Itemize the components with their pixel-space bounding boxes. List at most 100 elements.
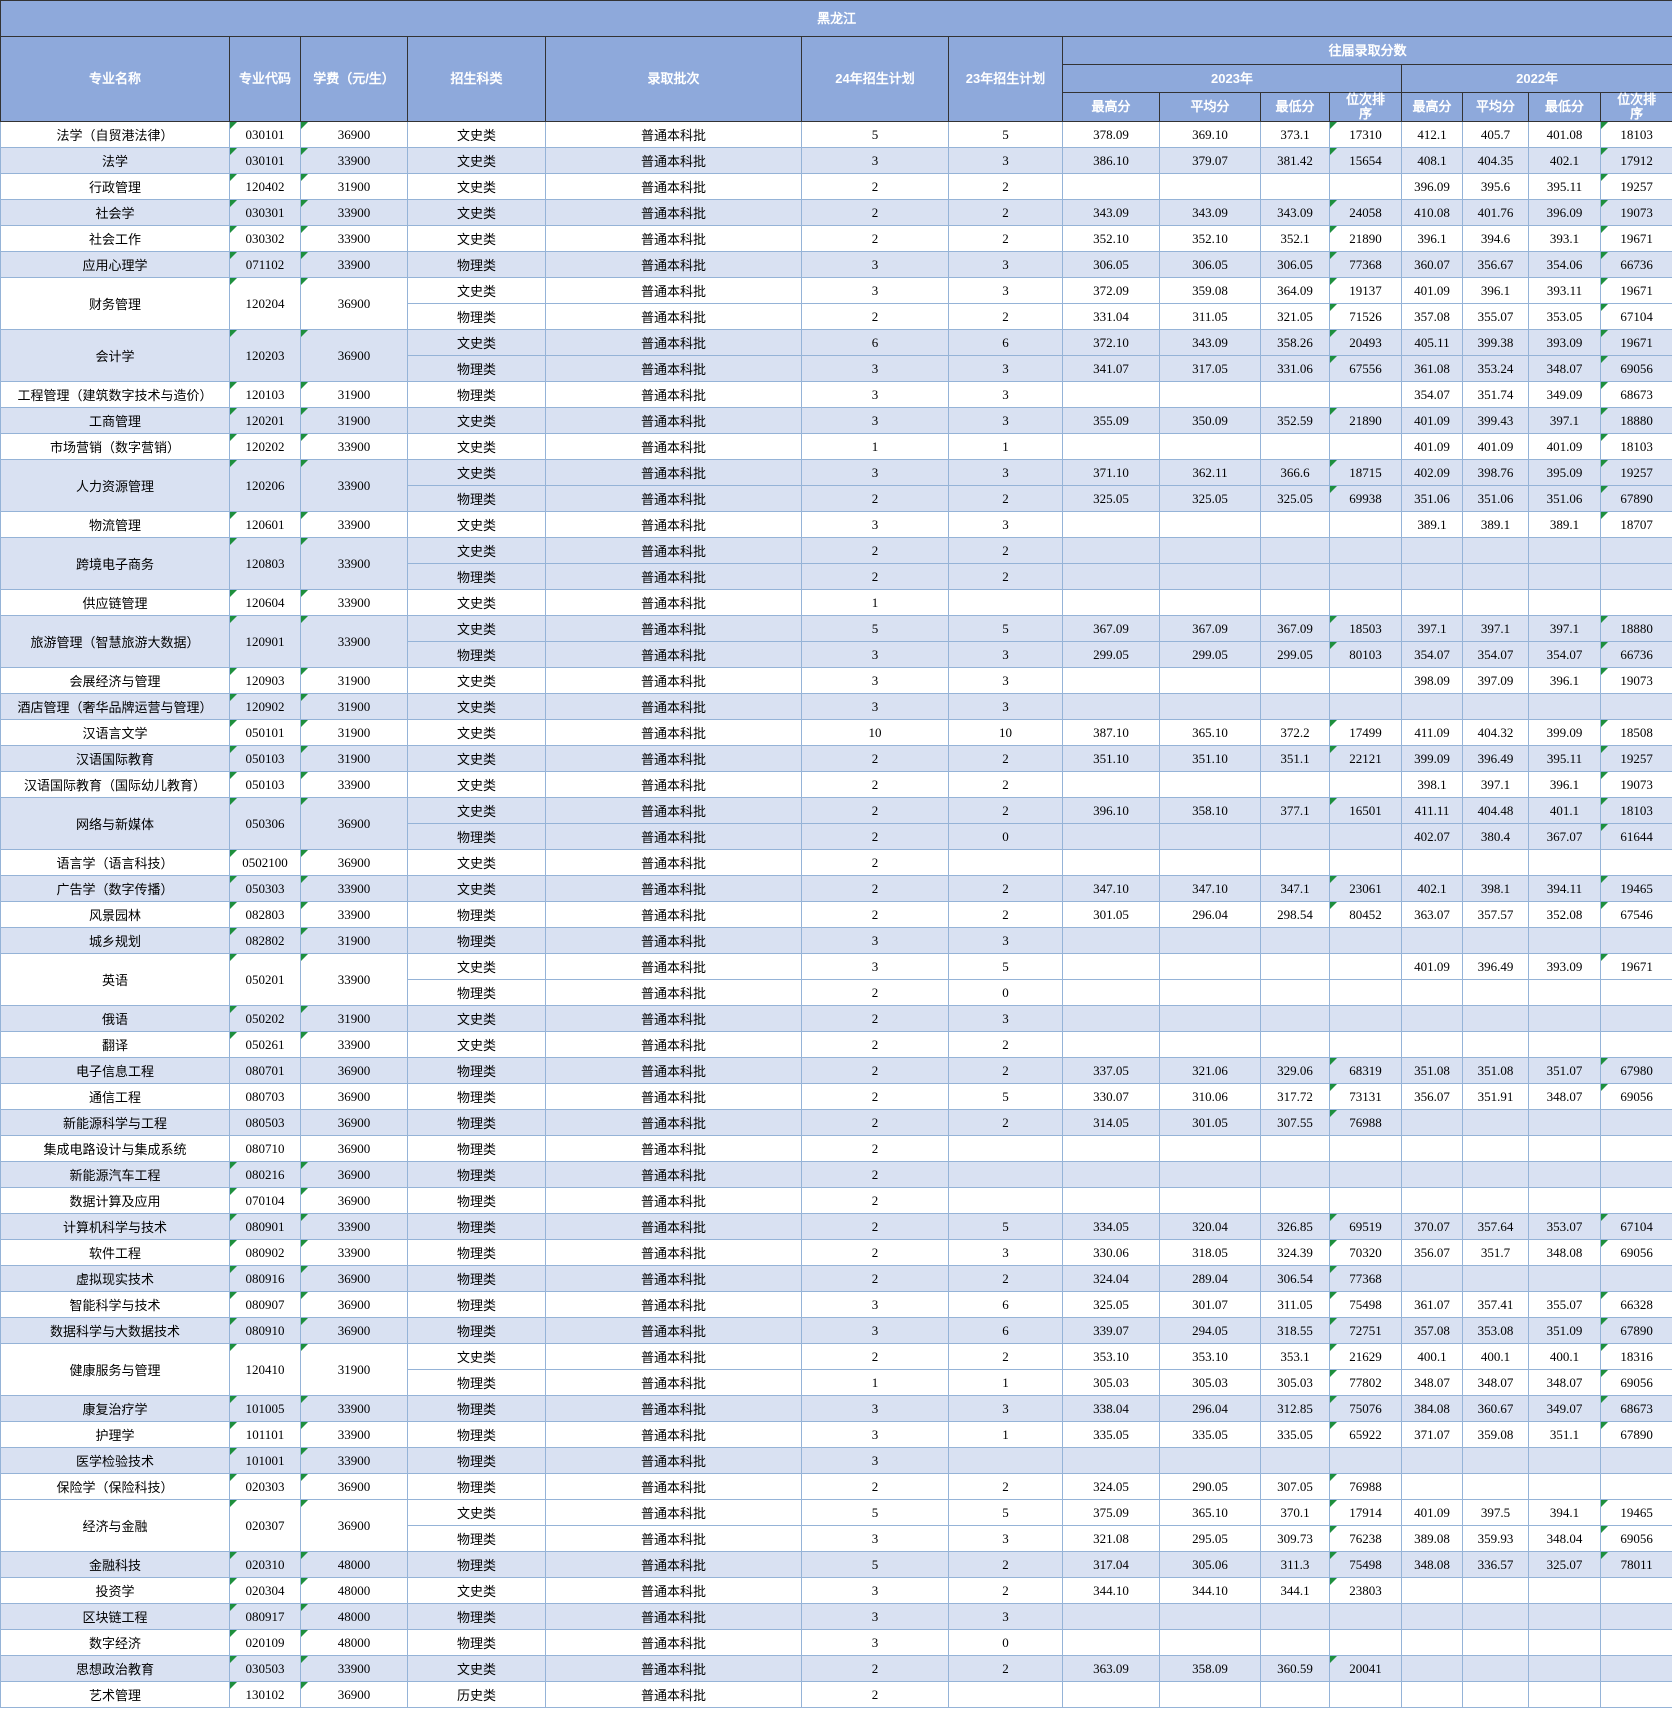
cell-2022-max [1401, 1265, 1463, 1292]
cell-plan23: 1 [948, 1369, 1063, 1396]
table-row: 投资学 020304 48000 文史类 普通本科批 3 2 344.10 344.10 344.… [0, 1577, 1672, 1604]
cell-2023-rank: 23061 [1329, 875, 1402, 902]
cell-plan24: 2 [801, 823, 949, 850]
cell-2022-rank: 78011 [1599, 1551, 1672, 1578]
cell-2023-avg [1159, 589, 1261, 616]
cell-2023-min: 352.1 [1260, 225, 1330, 252]
cell-batch: 普通本科批 [545, 797, 802, 824]
cell-2023-min: 343.09 [1260, 199, 1330, 226]
cell-2022-avg: 348.07 [1462, 1369, 1529, 1396]
cell-fee: 36900 [300, 329, 408, 382]
cell-plan24: 5 [801, 1551, 949, 1578]
cell-2023-max: 330.07 [1062, 1083, 1160, 1110]
cell-2023-avg: 351.10 [1159, 745, 1261, 772]
cell-plan24: 5 [801, 1499, 949, 1526]
cell-major: 汉语言文学 [0, 719, 230, 746]
cell-2023-rank: 71526 [1329, 303, 1402, 330]
cell-fee: 33900 [300, 589, 408, 616]
cell-2022-rank [1599, 1603, 1672, 1630]
cell-fee: 33900 [300, 901, 408, 928]
cell-major: 新能源汽车工程 [0, 1161, 230, 1188]
cell-2022-min: 400.1 [1528, 1343, 1601, 1370]
table-row: 跨境电子商务 120803 33900 文史类 普通本科批 2 2 [0, 537, 1672, 590]
cell-2023-rank: 65922 [1329, 1421, 1402, 1448]
table-row: 护理学 101101 33900 物理类 普通本科批 3 1 335.05 335.05 335.… [0, 1421, 1672, 1448]
cell-code: 080703 [229, 1083, 301, 1110]
cell-2022-rank: 67890 [1599, 1421, 1672, 1448]
cell-plan24: 3 [801, 511, 949, 538]
table-row: 新能源科学与工程 080503 36900 物理类 普通本科批 2 2 314.05 301.0… [0, 1109, 1672, 1136]
cell-batch: 普通本科批 [545, 277, 802, 304]
cell-plan23: 1 [948, 1421, 1063, 1448]
cell-2023-max [1062, 173, 1160, 200]
cell-2022-max [1401, 1187, 1463, 1214]
table-row: 物理类 普通本科批 2 2 325.05 325.05 325.05 69938 351.06 3… [1, 485, 1672, 512]
cell-2023-avg: 317.05 [1159, 355, 1261, 382]
cell-plan23: 2 [948, 485, 1063, 512]
cell-subject: 文史类 [407, 173, 546, 200]
table-row: 法学（自贸港法律） 030101 36900 文史类 普通本科批 5 5 378.09 369.… [0, 121, 1672, 148]
cell-2023-min [1260, 1031, 1330, 1058]
cell-2022-rank [1599, 979, 1672, 1006]
cell-batch: 普通本科批 [545, 147, 802, 174]
cell-2023-avg: 358.09 [1159, 1655, 1261, 1682]
cell-major: 会计学 [0, 329, 230, 382]
cell-subject: 物理类 [407, 1629, 546, 1656]
cell-2023-avg: 347.10 [1159, 875, 1261, 902]
cell-subject: 文史类 [407, 1655, 546, 1682]
cell-fee: 48000 [300, 1577, 408, 1604]
cell-plan24: 3 [801, 1577, 949, 1604]
cell-plan24: 3 [801, 1395, 949, 1422]
cell-fee: 36900 [300, 1083, 408, 1110]
cell-plan24: 3 [801, 1317, 949, 1344]
cell-2023-avg [1159, 927, 1261, 954]
cell-2023-max: 334.05 [1062, 1213, 1160, 1240]
cell-major: 软件工程 [0, 1239, 230, 1266]
cell-2022-rank [1599, 1629, 1672, 1656]
cell-subject: 物理类 [407, 251, 546, 278]
cell-2022-max: 363.07 [1401, 901, 1463, 928]
cell-2022-max: 401.09 [1401, 433, 1463, 460]
cell-plan24: 2 [801, 1265, 949, 1292]
cell-2022-min [1528, 563, 1601, 590]
cell-major: 经济与金融 [0, 1499, 230, 1552]
cell-2022-avg: 353.24 [1462, 355, 1529, 382]
cell-plan24: 2 [801, 537, 949, 564]
cell-subject: 文史类 [407, 277, 546, 304]
cell-major: 护理学 [0, 1421, 230, 1448]
cell-plan23: 3 [948, 355, 1063, 382]
cell-2023-avg: 296.04 [1159, 1395, 1261, 1422]
cell-2022-rank: 19671 [1599, 277, 1672, 304]
cell-2023-rank: 21890 [1329, 225, 1402, 252]
cell-2022-rank [1599, 1473, 1672, 1500]
cell-code: 020304 [229, 1577, 301, 1604]
cell-2023-min: 347.1 [1260, 875, 1330, 902]
cell-2022-rank: 19257 [1599, 173, 1672, 200]
cell-plan24: 3 [801, 1629, 949, 1656]
cell-subject: 文史类 [407, 771, 546, 798]
cell-2022-rank: 19073 [1599, 667, 1672, 694]
cell-2023-min: 307.55 [1260, 1109, 1330, 1136]
cell-2023-min [1260, 1629, 1330, 1656]
cell-major: 保险学（保险科技） [0, 1473, 230, 1500]
cell-2023-avg: 365.10 [1159, 1499, 1261, 1526]
table-row: 汉语国际教育 050103 31900 文史类 普通本科批 2 2 351.10 351.10 3… [0, 745, 1672, 772]
cell-subject: 物理类 [407, 1603, 546, 1630]
cell-subject: 物理类 [407, 1239, 546, 1266]
cell-2023-min: 377.1 [1260, 797, 1330, 824]
cell-2023-max [1062, 589, 1160, 616]
col-header-plan23: 23年招生计划 [948, 36, 1063, 122]
cell-subject: 物理类 [407, 901, 546, 928]
cell-code: 120902 [229, 693, 301, 720]
cell-subject: 物理类 [407, 1109, 546, 1136]
cell-subject: 物理类 [407, 1135, 546, 1162]
cell-2022-avg: 397.09 [1462, 667, 1529, 694]
cell-2022-rank [1599, 563, 1672, 590]
cell-2022-max: 361.08 [1401, 355, 1463, 382]
cell-2023-max: 352.10 [1062, 225, 1160, 252]
cell-2022-avg: 397.5 [1462, 1499, 1529, 1526]
cell-2022-min: 397.1 [1528, 407, 1601, 434]
cell-subject: 文史类 [407, 121, 546, 148]
cell-2022-rank: 67104 [1599, 303, 1672, 330]
cell-2022-rank: 18103 [1599, 433, 1672, 460]
